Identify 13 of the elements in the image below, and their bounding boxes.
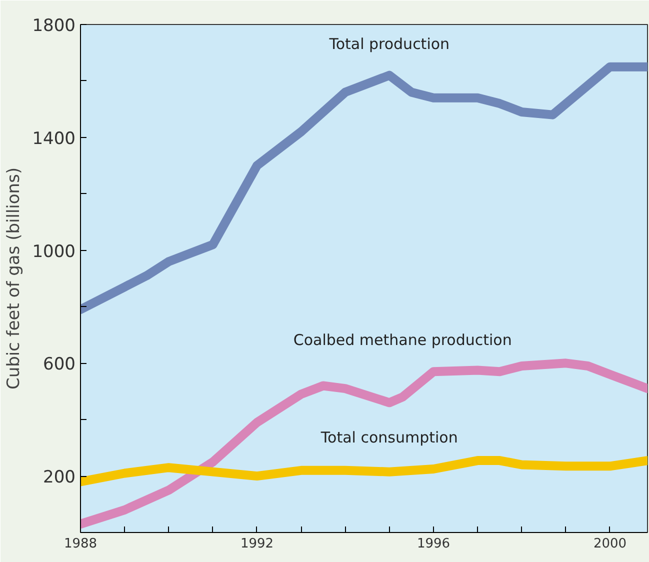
series-label: Total consumption: [320, 428, 458, 447]
y-tick-label: 1000: [32, 242, 76, 262]
y-axis-title: Cubic feet of gas (billions): [4, 167, 24, 390]
text: Total production: [328, 34, 450, 53]
x-tick-label: 2000: [593, 536, 627, 552]
series-label: Coalbed methane production: [293, 331, 512, 350]
x-tick-label: 1996: [416, 536, 450, 552]
y-tick-label: 200: [43, 468, 76, 488]
x-tick-label: 1992: [240, 536, 274, 552]
y-tick-label: 1800: [32, 16, 76, 36]
x-tick-label: 1988: [64, 536, 98, 552]
y-tick-label: 600: [43, 354, 76, 375]
y-tick-label: 1400: [32, 128, 76, 149]
